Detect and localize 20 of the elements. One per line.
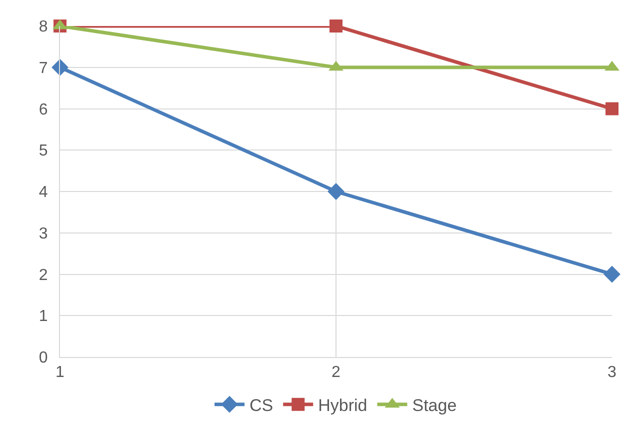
- legend-label: CS: [250, 396, 274, 415]
- point: [606, 102, 618, 116]
- point: [330, 20, 342, 32]
- y-tick-label: 3: [38, 225, 48, 242]
- x-tick-label: 1: [56, 364, 65, 382]
- x-tick-label: 2: [332, 364, 341, 382]
- y-tick-label: 0: [38, 350, 48, 367]
- y-tick-label: 6: [38, 101, 48, 118]
- y-tick-label: 4: [38, 184, 48, 202]
- y-tick-label: 7: [38, 60, 48, 77]
- legend-label: Hybrid: [318, 396, 368, 415]
- point: [604, 266, 620, 283]
- y-tick-label: 1: [38, 308, 48, 326]
- y-tick-label: 8: [38, 18, 48, 36]
- point: [52, 58, 68, 76]
- y-tick-label: 2: [38, 266, 48, 284]
- point: [328, 183, 344, 200]
- legend-label: Stage: [412, 396, 457, 415]
- x-tick-label: 3: [608, 364, 617, 382]
- y-tick-label: 5: [38, 142, 48, 160]
